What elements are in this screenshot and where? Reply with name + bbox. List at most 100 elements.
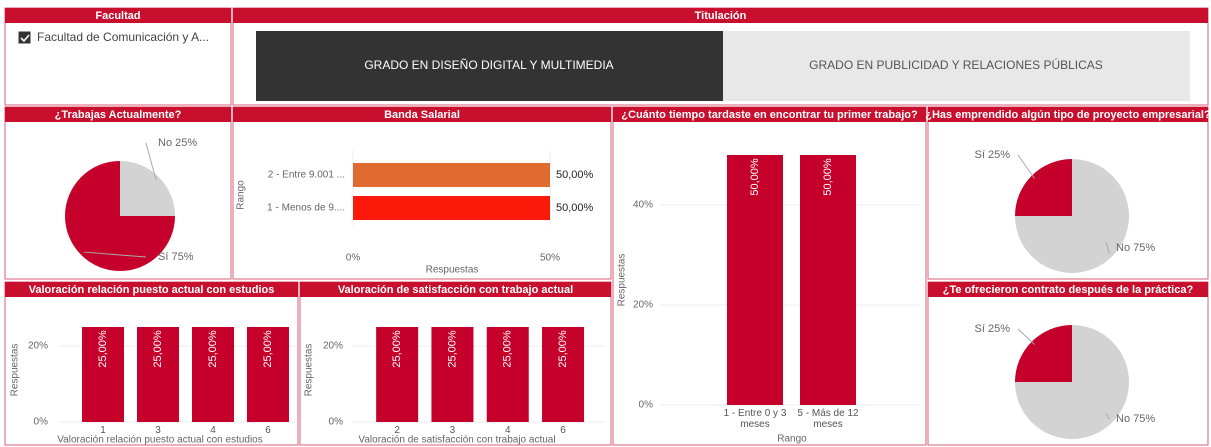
value-label: 50,00% — [556, 169, 594, 181]
bar — [486, 327, 529, 422]
slice-name: No — [1116, 413, 1130, 425]
panel — [232, 106, 612, 280]
value-label: 25,00% — [446, 330, 458, 368]
panel-header — [233, 107, 611, 122]
category-text: 2 — [394, 425, 400, 436]
slice-name: Sí — [158, 251, 168, 263]
slice-value: 25% — [175, 137, 197, 149]
bar — [247, 327, 289, 422]
x-tick-label: 6 — [560, 425, 566, 436]
y-tick-label: 20% — [633, 300, 653, 311]
value-label: 25,00% — [97, 330, 109, 368]
category-text: 1 — [100, 425, 106, 436]
panel-header — [5, 8, 231, 23]
slice-label: Sí 75% — [158, 251, 194, 263]
y-tick-label: 1 - Menos de 9.... — [267, 203, 345, 214]
y-axis-title: Respuestas — [10, 344, 21, 397]
option-button[interactable] — [256, 31, 723, 101]
x-tick-label: 1 - Entre 0 y 3 meses — [723, 408, 787, 430]
slice-name: Sí — [975, 323, 985, 335]
category-text: 1 - Entre 0 y 3 meses — [723, 408, 787, 430]
y-axis-title: Respuestas — [304, 344, 315, 397]
slice-name: No — [158, 137, 172, 149]
option-label[interactable]: GRADO EN PUBLICIDAD Y RELACIONES PÚBLICA… — [809, 57, 1103, 72]
x-axis-title: Respuestas — [426, 265, 479, 276]
bar — [542, 327, 585, 422]
bar — [192, 327, 234, 422]
bar — [82, 327, 124, 422]
slice-label: Sí 25% — [975, 323, 1011, 335]
category-text: 4 — [210, 425, 216, 436]
panel-title: Valoración de satisfacción con trabajo a… — [338, 284, 573, 296]
checkbox[interactable] — [18, 31, 31, 44]
panel-title: ¿Te ofrecieron contrato después de la pr… — [943, 284, 1194, 296]
y-tick-label: 2 - Entre 9.001 ... — [268, 170, 345, 181]
category-text: 6 — [265, 425, 271, 436]
option-button[interactable] — [723, 31, 1190, 101]
y-tick-label: 0% — [639, 400, 654, 411]
slice-value: 75% — [1133, 413, 1155, 425]
y-axis-title: Rango — [236, 180, 247, 210]
leader-line — [1017, 328, 1035, 345]
slice-name: No — [1116, 242, 1130, 254]
category-text: 4 — [504, 425, 511, 436]
bar — [727, 155, 783, 405]
panel-header — [300, 282, 611, 297]
filter-option[interactable]: Facultad de Comunicación y A... — [37, 30, 209, 44]
check-mark — [20, 34, 30, 43]
leader-line — [1105, 412, 1110, 420]
value-label: 25,00% — [262, 330, 274, 368]
leader-line — [1105, 241, 1110, 254]
panel-title: Banda Salarial — [384, 109, 460, 121]
bar — [353, 163, 550, 187]
bar — [137, 327, 179, 422]
y-tick-label: 0% — [34, 417, 49, 428]
x-tick-label: 0% — [346, 253, 361, 264]
panel-header — [233, 8, 1208, 23]
y-tick-label: 40% — [633, 200, 653, 211]
value-label: 50,00% — [822, 158, 834, 196]
x-axis-title: Valoración de satisfacción con trabajo a… — [358, 435, 555, 446]
x-tick-label: 4 — [210, 425, 216, 436]
value-label: 25,00% — [502, 330, 514, 368]
value-label: 25,00% — [391, 330, 403, 368]
pie-slice — [1015, 159, 1072, 216]
y-tick-label: 20% — [323, 341, 343, 352]
pie-slice — [120, 161, 175, 216]
slice-label: No 75% — [1116, 413, 1155, 425]
x-tick-label: 50% — [540, 253, 560, 264]
option-label[interactable]: GRADO EN DISEÑO DIGITAL Y MULTIMEDIA — [364, 58, 613, 72]
category-text: 5 - Más de 12 meses — [797, 408, 859, 430]
bar — [431, 327, 474, 422]
bar — [800, 155, 856, 405]
x-tick-label: 2 — [394, 425, 400, 436]
panel-title: Facultad — [95, 10, 140, 22]
panel-header — [5, 282, 298, 297]
y-tick-label: 20% — [28, 341, 48, 352]
leader-line — [145, 142, 157, 181]
panel — [4, 7, 232, 106]
value-label: 50,00% — [749, 158, 761, 196]
panel-header — [5, 107, 231, 122]
leader-line — [1017, 154, 1035, 179]
slice-label: No 25% — [158, 137, 197, 149]
panel-title: Valoración relación puesto actual con es… — [29, 284, 275, 296]
x-axis-title: Valoración relación puesto actual con es… — [57, 435, 263, 446]
leader-line — [83, 251, 147, 258]
y-axis-title: Respuestas — [617, 254, 628, 307]
x-tick-label: 3 — [450, 425, 456, 436]
bar — [353, 196, 550, 220]
panel-title: ¿Cuánto tiempo tardaste en encontrar tu … — [621, 109, 918, 121]
value-label: 25,00% — [207, 330, 219, 368]
category-text: 3 — [155, 425, 161, 436]
y-tick-label: 0% — [329, 417, 344, 428]
category-text: 6 — [560, 425, 566, 436]
slice-value: 25% — [988, 323, 1010, 335]
x-tick-label: 6 — [265, 425, 271, 436]
panel-header — [613, 107, 926, 122]
value-label: 25,00% — [557, 330, 569, 368]
x-axis-title: Rango — [777, 434, 807, 445]
panel-title: ¿Trabajas Actualmente? — [55, 109, 182, 121]
x-tick-label: 4 — [504, 425, 511, 436]
